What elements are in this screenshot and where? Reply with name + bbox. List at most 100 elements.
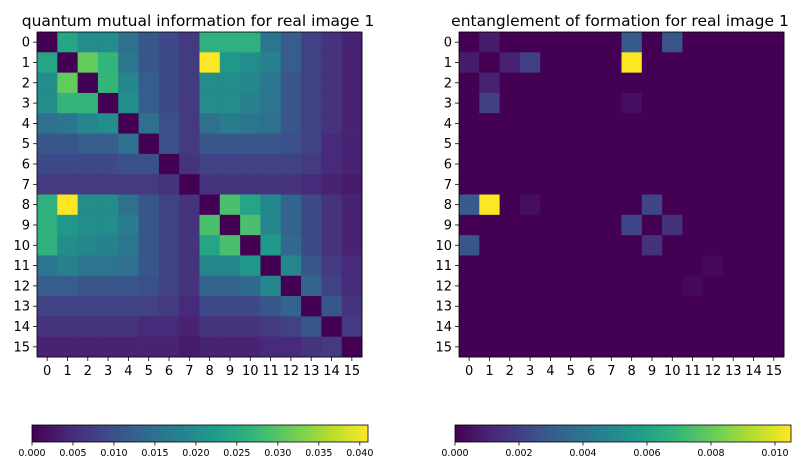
heatmap-cell-14-0	[459, 316, 480, 338]
heatmap-cell-9-9	[641, 214, 663, 236]
heatmap-cell-5-8	[621, 133, 643, 155]
heatmap-cell-9-3	[519, 214, 541, 236]
entanglement-heatmap	[458, 31, 785, 358]
heatmap-cell-14-6	[580, 316, 602, 338]
heatmap-cell-5-2	[77, 133, 99, 155]
heatmap-cell-1-9	[641, 52, 663, 74]
heatmap-cell-10-9	[641, 235, 663, 256]
heatmap-cell-15-15	[341, 336, 363, 358]
heatmap-cell-4-14	[321, 113, 343, 134]
heatmap-cell-1-5	[560, 52, 582, 74]
x-tick-label: 5	[567, 364, 575, 379]
heatmap-cell-14-15	[341, 316, 363, 338]
heatmap-cell-6-5	[138, 153, 160, 175]
heatmap-cell-1-10	[240, 52, 261, 74]
x-tick-label: 0	[465, 364, 473, 379]
heatmap-cell-7-8	[621, 174, 643, 195]
heatmap-cell-6-4	[118, 153, 139, 175]
heatmap-cell-7-5	[138, 174, 160, 195]
heatmap-cell-4-13	[723, 113, 744, 134]
heatmap-cell-0-12	[702, 32, 724, 53]
heatmap-cell-8-5	[138, 194, 160, 216]
heatmap-cell-4-11	[682, 113, 704, 134]
heatmap-cell-10-7	[601, 235, 622, 256]
y-tick-label: 2	[22, 76, 30, 91]
heatmap-cell-0-10	[240, 32, 261, 53]
y-tick-label: 5	[444, 137, 452, 152]
heatmap-cell-15-4	[118, 336, 139, 358]
entanglement-title: entanglement of formation for real image…	[451, 12, 789, 30]
heatmap-cell-3-6	[158, 92, 180, 114]
heatmap-cell-7-3	[97, 174, 119, 195]
heatmap-cell-7-12	[280, 174, 302, 195]
x-tick-label: 5	[145, 364, 153, 379]
heatmap-cell-12-8	[621, 275, 643, 297]
heatmap-cell-10-10	[662, 235, 683, 256]
y-tick-label: 1	[444, 56, 452, 71]
heatmap-cell-2-10	[240, 72, 261, 94]
heatmap-cell-0-14	[321, 32, 343, 53]
heatmap-cell-12-1	[57, 275, 79, 297]
heatmap-cell-7-11	[682, 174, 704, 195]
heatmap-cell-3-12	[280, 92, 302, 114]
heatmap-cell-15-11	[682, 336, 704, 358]
x-tick-label: 3	[104, 364, 112, 379]
heatmap-cell-15-9	[219, 336, 241, 358]
heatmap-cell-10-2	[499, 235, 521, 256]
heatmap-cell-9-0	[459, 214, 480, 236]
heatmap-cell-10-13	[301, 235, 322, 256]
heatmap-cell-3-14	[743, 92, 765, 114]
x-tick-label: 12	[705, 364, 722, 379]
heatmap-cell-0-10	[662, 32, 683, 53]
heatmap-cell-12-9	[219, 275, 241, 297]
heatmap-cell-13-3	[97, 296, 119, 317]
heatmap-cell-10-11	[682, 235, 704, 256]
colorbar-tick-label: 0.010	[100, 448, 127, 459]
heatmap-cell-6-7	[179, 153, 200, 175]
colorbar-tick-label: 0.008	[697, 448, 724, 459]
heatmap-cell-15-3	[519, 336, 541, 358]
heatmap-cell-9-2	[77, 214, 99, 236]
heatmap-cell-6-2	[499, 153, 521, 175]
heatmap-cell-14-1	[57, 316, 79, 338]
heatmap-cell-1-6	[158, 52, 180, 74]
heatmap-cell-12-7	[601, 275, 622, 297]
heatmap-cell-11-0	[37, 255, 58, 277]
heatmap-cell-5-9	[219, 133, 241, 155]
heatmap-cell-9-0	[37, 214, 58, 236]
heatmap-cell-6-12	[702, 153, 724, 175]
heatmap-cell-14-8	[621, 316, 643, 338]
entanglement-panel: entanglement of formation for real image…	[435, 12, 792, 459]
heatmap-cell-12-11	[682, 275, 704, 297]
heatmap-cell-1-14	[743, 52, 765, 74]
heatmap-cell-3-9	[219, 92, 241, 114]
heatmap-cell-2-3	[97, 72, 119, 94]
heatmap-cell-2-13	[301, 72, 322, 94]
heatmap-cell-8-10	[240, 194, 261, 216]
heatmap-cell-3-6	[580, 92, 602, 114]
heatmap-cell-13-6	[158, 296, 180, 317]
heatmap-cell-1-8	[199, 52, 221, 74]
heatmap-cell-9-3	[97, 214, 119, 236]
heatmap-cell-0-3	[97, 32, 119, 53]
heatmap-cell-14-3	[519, 316, 541, 338]
heatmap-cell-15-0	[37, 336, 58, 358]
heatmap-cell-13-13	[723, 296, 744, 317]
heatmap-cell-8-11	[682, 194, 704, 216]
heatmap-cell-4-7	[601, 113, 622, 134]
y-tick-label: 1	[22, 56, 30, 71]
heatmap-cell-13-8	[621, 296, 643, 317]
heatmap-cell-8-9	[641, 194, 663, 216]
heatmap-cell-4-3	[519, 113, 541, 134]
heatmap-cell-6-10	[240, 153, 261, 175]
heatmap-cell-1-11	[682, 52, 704, 74]
heatmap-cell-14-9	[219, 316, 241, 338]
heatmap-cell-8-15	[763, 194, 785, 216]
heatmap-cell-0-15	[341, 32, 363, 53]
heatmap-cell-12-0	[459, 275, 480, 297]
heatmap-cell-4-9	[219, 113, 241, 134]
heatmap-cell-13-3	[519, 296, 541, 317]
y-tick-label: 4	[22, 117, 30, 132]
heatmap-cell-7-6	[158, 174, 180, 195]
